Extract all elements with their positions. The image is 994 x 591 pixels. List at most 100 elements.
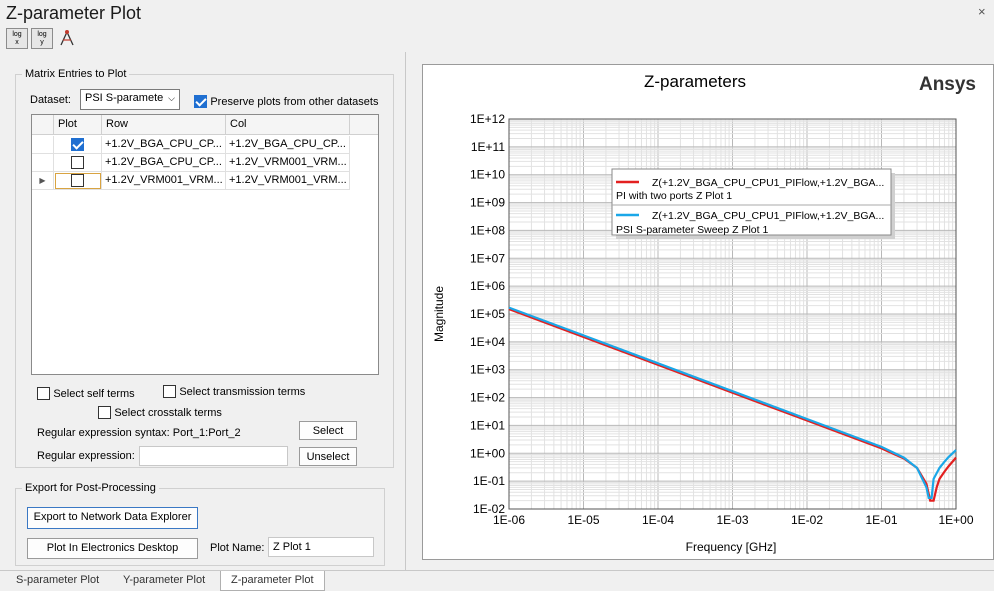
dataset-dropdown[interactable]: PSI S-paramete ⌵ (80, 89, 180, 110)
preserve-plots-label: Preserve plots from other datasets (210, 96, 379, 108)
y-tick-label: 1E+02 (470, 391, 505, 405)
preserve-checkbox-box[interactable] (194, 95, 207, 109)
regex-input[interactable] (139, 446, 288, 466)
plot-name-input[interactable]: Z Plot 1 (268, 537, 374, 557)
x-tick-label: 1E-05 (567, 513, 599, 527)
chevron-down-icon: ⌵ (168, 93, 175, 103)
tab-s-parameter-plot[interactable]: S-parameter Plot (16, 574, 100, 586)
y-tick-label: 1E-01 (473, 474, 505, 488)
series-layer (508, 306, 957, 502)
legend[interactable]: Z(+1.2V_BGA_CPU_CPU1_PIFlow,+1.2V_BGA...… (611, 168, 895, 239)
dataset-value: PSI S-paramete (85, 92, 164, 104)
row-header (32, 154, 54, 172)
select-self-label: Select self terms (53, 388, 135, 400)
matrix-grid[interactable]: Plot Row Col +1.2V_BGA_CPU_CP... +1.2V_B… (31, 114, 379, 375)
grid-header-row[interactable]: Row (102, 115, 226, 135)
log-y-bottom: y (40, 39, 44, 46)
legend-entry-2-subtitle: PSI S-parameter Sweep Z Plot 1 (616, 224, 768, 236)
plot-name-label: Plot Name: (210, 542, 265, 554)
export-group: Export for Post-Processing (15, 482, 385, 566)
legend-entry-1-subtitle: PI with two ports Z Plot 1 (616, 190, 732, 202)
legend-box (611, 168, 892, 236)
y-tick-label: 1E+08 (470, 223, 505, 237)
export-network-data-explorer-button[interactable]: Export to Network Data Explorer (27, 507, 198, 529)
table-row-3-col-cell[interactable]: +1.2V_VRM001_VRM... (226, 172, 350, 190)
y-tick-label: 1E+09 (470, 196, 505, 210)
grid-header-col[interactable]: Col (226, 115, 350, 135)
select-button[interactable]: Select (299, 421, 357, 440)
tab-z-parameter-plot[interactable]: Z-parameter Plot (220, 571, 325, 591)
window-title: Z-parameter Plot (6, 3, 142, 23)
table-row-2-plot-cell[interactable] (54, 154, 102, 172)
row-1-plot-checkbox[interactable] (71, 138, 84, 151)
series-line-2 (508, 306, 957, 499)
x-tick-label: 1E-06 (493, 513, 525, 527)
y-tick-label: 1E+11 (471, 140, 505, 154)
legend-entry-1-name: Z(+1.2V_BGA_CPU_CPU1_PIFlow,+1.2V_BGA... (652, 177, 884, 189)
y-tick-label: 1E+10 (470, 168, 505, 182)
regex-label: Regular expression: (37, 450, 135, 462)
tab-bar: S-parameter Plot Y-parameter Plot Z-para… (0, 570, 994, 591)
grid-row-header-corner (32, 115, 54, 135)
preserve-plots-checkbox[interactable]: Preserve plots from other datasets (194, 94, 379, 109)
log-x-bottom: x (15, 39, 19, 46)
table-row-1-row-cell[interactable]: +1.2V_BGA_CPU_CP... (102, 136, 226, 154)
plot-border (508, 118, 957, 510)
marker-tool-icon[interactable] (58, 29, 76, 47)
select-crosstalk-checkbox[interactable] (98, 406, 111, 420)
chart-title: Z-parameters (644, 72, 746, 91)
x-tick-label: 1E+00 (938, 513, 973, 527)
select-transmission-checkbox[interactable] (163, 385, 176, 399)
x-tick-label: 1E-03 (716, 513, 748, 527)
select-transmission-terms[interactable]: Select transmission terms (163, 384, 306, 399)
x-tick-label: 1E-02 (791, 513, 823, 527)
select-transmission-label: Select transmission terms (179, 386, 306, 398)
select-crosstalk-label: Select crosstalk terms (114, 407, 222, 419)
x-tick-label: 1E-04 (642, 513, 674, 527)
current-row-arrow-icon: ▶ (32, 172, 54, 190)
y-tick-label: 1E+04 (470, 335, 505, 349)
y-tick-label: 1E+01 (470, 418, 505, 432)
table-row-3-row-cell[interactable]: +1.2V_VRM001_VRM... (102, 172, 226, 190)
y-tick-label: 1E+03 (470, 363, 505, 377)
grid-header-filler (350, 115, 378, 135)
matrix-group-label: Matrix Entries to Plot (25, 68, 127, 80)
close-icon[interactable]: × (978, 4, 986, 19)
log-y-button[interactable]: log y (31, 28, 53, 49)
y-tick-label: 1E+00 (470, 446, 505, 460)
log-y-top: log (37, 31, 47, 38)
dataset-label: Dataset: (30, 94, 71, 106)
plot-frame[interactable]: Z-parameters Ansys 1E-06 1E-05 1E-04 1E-03 1… (422, 64, 994, 560)
x-axis-label: Frequency [GHz] (686, 540, 777, 554)
row-2-plot-checkbox[interactable] (71, 156, 84, 169)
row-header (32, 136, 54, 154)
left-panel (0, 52, 406, 570)
tick-labels: 1E-06 1E-05 1E-04 1E-03 1E-02 1E-01 1E+00 1E-02… (470, 112, 974, 527)
y-tick-label: 1E-02 (473, 502, 505, 516)
table-row-3-plot-cell[interactable] (54, 172, 102, 190)
y-tick-label: 1E+07 (470, 251, 505, 265)
log-x-top: log (12, 31, 22, 38)
table-row-1-col-cell[interactable]: +1.2V_BGA_CPU_CP... (226, 136, 350, 154)
matrix-entries-group: Matrix Entries to Plot (15, 68, 394, 468)
table-row-2-row-cell[interactable]: +1.2V_BGA_CPU_CP... (102, 154, 226, 172)
tab-y-parameter-plot[interactable]: Y-parameter Plot (123, 574, 206, 586)
y-tick-label: 1E+12 (470, 112, 505, 126)
legend-entry-2-name: Z(+1.2V_BGA_CPU_CPU1_PIFlow,+1.2V_BGA... (652, 210, 884, 222)
grid-header-plot[interactable]: Plot (54, 115, 102, 135)
y-tick-label: 1E+06 (470, 279, 505, 293)
z-parameter-chart[interactable]: Z-parameters Ansys 1E-06 1E-05 1E-04 1E-03 1… (423, 65, 993, 559)
regex-syntax-text: Regular expression syntax: Port_1:Port_2 (37, 427, 241, 439)
table-row-1-plot-cell[interactable] (54, 136, 102, 154)
table-row-2-col-cell[interactable]: +1.2V_VRM001_VRM... (226, 154, 350, 172)
plot-in-electronics-desktop-button[interactable]: Plot In Electronics Desktop (27, 538, 198, 559)
log-x-button[interactable]: log x (6, 28, 28, 49)
brand-logo: Ansys (919, 74, 976, 95)
select-self-checkbox[interactable] (37, 387, 50, 401)
select-self-terms[interactable]: Select self terms (37, 386, 135, 401)
row-3-plot-checkbox[interactable] (71, 174, 84, 187)
y-axis-label: Magnitude (432, 286, 446, 342)
unselect-button[interactable]: Unselect (299, 447, 357, 466)
y-tick-label: 1E+05 (470, 307, 505, 321)
select-crosstalk-terms[interactable]: Select crosstalk terms (98, 405, 222, 420)
